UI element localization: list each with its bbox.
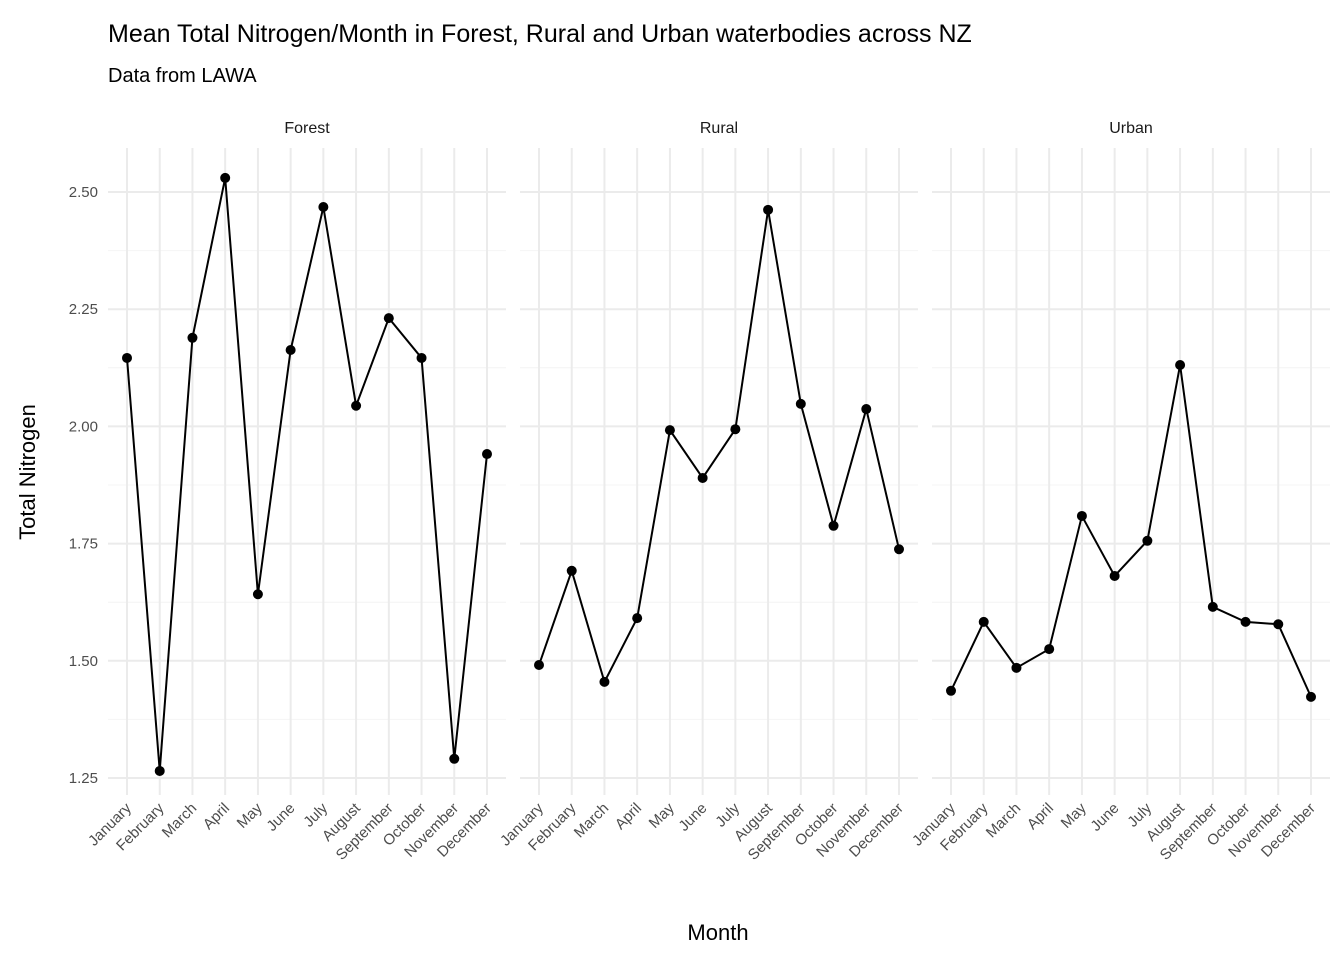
x-tick-label: June xyxy=(263,800,298,835)
data-point xyxy=(482,449,492,460)
data-point xyxy=(534,660,544,671)
data-point xyxy=(1011,662,1022,673)
data-point xyxy=(1240,616,1251,627)
series-line xyxy=(538,209,900,685)
data-point xyxy=(416,352,427,363)
y-axis-title: Total Nitrogen xyxy=(15,404,40,540)
data-point xyxy=(383,313,394,324)
facet-strip-label: Urban xyxy=(1109,120,1153,137)
facet-strip-label: Rural xyxy=(700,120,738,137)
x-tick-label: April xyxy=(1024,800,1057,833)
x-tick-label: April xyxy=(612,800,645,833)
chart-subtitle: Data from LAWA xyxy=(108,65,257,87)
data-point xyxy=(1142,535,1153,546)
data-point xyxy=(730,424,741,435)
data-point xyxy=(1273,619,1284,630)
data-point xyxy=(1109,570,1120,581)
data-point xyxy=(449,753,460,764)
x-tick-label: March xyxy=(983,800,1024,841)
data-point xyxy=(795,398,806,409)
chart-title: Mean Total Nitrogen/Month in Forest, Rur… xyxy=(108,20,972,48)
data-point xyxy=(1076,510,1087,521)
data-point xyxy=(664,425,675,436)
data-point xyxy=(252,589,263,600)
x-axis-title: Month xyxy=(687,920,748,945)
data-point xyxy=(894,544,904,555)
y-tick-label: 2.25 xyxy=(69,301,98,318)
x-tick-label: May xyxy=(1058,799,1090,831)
series-line xyxy=(950,364,1312,698)
x-tick-label: April xyxy=(200,800,233,833)
data-point xyxy=(599,676,610,687)
data-point xyxy=(861,404,872,415)
data-point xyxy=(122,352,132,363)
data-point xyxy=(285,344,296,355)
data-point xyxy=(318,202,329,213)
data-point xyxy=(697,472,708,483)
x-tick-label: March xyxy=(571,800,612,841)
data-point xyxy=(1175,359,1186,370)
data-point xyxy=(946,685,956,696)
x-tick-label: May xyxy=(646,799,678,831)
data-point xyxy=(154,765,165,776)
data-point xyxy=(1044,644,1055,655)
data-point xyxy=(187,332,198,343)
y-tick-label: 2.50 xyxy=(69,184,98,201)
data-point xyxy=(220,172,231,183)
x-tick-label: June xyxy=(675,800,710,835)
data-point xyxy=(566,565,577,576)
facet-strip-label: Forest xyxy=(284,120,330,137)
x-tick-label: May xyxy=(234,799,266,831)
data-point xyxy=(351,400,362,411)
data-point xyxy=(632,613,643,624)
data-point xyxy=(828,520,839,531)
x-tick-label: March xyxy=(159,800,200,841)
data-point xyxy=(763,204,774,215)
data-point xyxy=(1207,601,1218,612)
series-line xyxy=(126,177,488,772)
x-tick-label: June xyxy=(1087,800,1122,835)
y-tick-label: 1.25 xyxy=(69,770,98,787)
y-tick-label: 1.50 xyxy=(69,653,98,670)
y-tick-label: 2.00 xyxy=(69,418,98,435)
y-tick-label: 1.75 xyxy=(69,536,98,553)
data-point xyxy=(1306,691,1316,702)
data-point xyxy=(978,616,989,627)
